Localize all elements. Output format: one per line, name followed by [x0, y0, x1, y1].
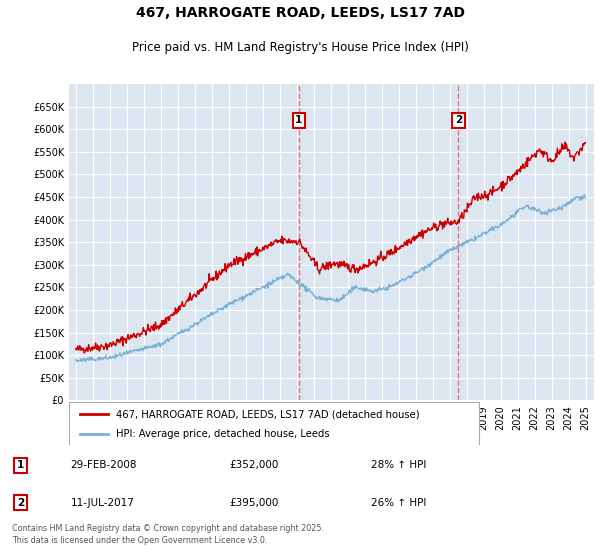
Text: HPI: Average price, detached house, Leeds: HPI: Average price, detached house, Leed… [116, 430, 330, 440]
Text: 1: 1 [295, 115, 302, 125]
Text: £352,000: £352,000 [229, 460, 279, 470]
Text: Price paid vs. HM Land Registry's House Price Index (HPI): Price paid vs. HM Land Registry's House … [131, 41, 469, 54]
Text: 28% ↑ HPI: 28% ↑ HPI [371, 460, 426, 470]
FancyBboxPatch shape [69, 402, 479, 445]
Text: 11-JUL-2017: 11-JUL-2017 [71, 498, 134, 508]
Text: 29-FEB-2008: 29-FEB-2008 [71, 460, 137, 470]
Text: Contains HM Land Registry data © Crown copyright and database right 2025.
This d: Contains HM Land Registry data © Crown c… [12, 524, 324, 545]
Text: 467, HARROGATE ROAD, LEEDS, LS17 7AD (detached house): 467, HARROGATE ROAD, LEEDS, LS17 7AD (de… [116, 409, 420, 419]
Text: £395,000: £395,000 [229, 498, 279, 508]
Text: 26% ↑ HPI: 26% ↑ HPI [371, 498, 426, 508]
Text: 467, HARROGATE ROAD, LEEDS, LS17 7AD: 467, HARROGATE ROAD, LEEDS, LS17 7AD [136, 6, 464, 20]
Text: 1: 1 [17, 460, 25, 470]
Text: 2: 2 [17, 498, 25, 508]
Text: 2: 2 [455, 115, 462, 125]
